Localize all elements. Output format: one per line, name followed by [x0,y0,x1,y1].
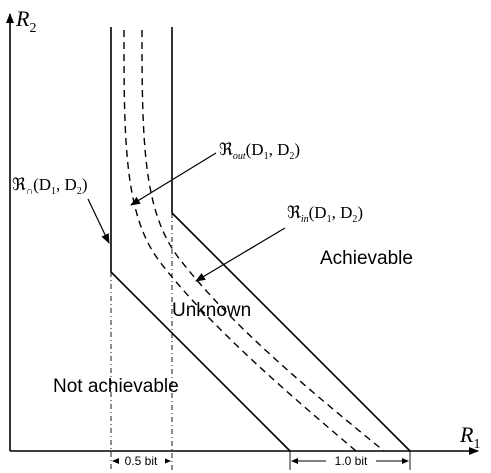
achievable-label: Achievable [320,248,413,269]
inner-bound-curve [141,29,385,452]
y-axis-label: R2 [15,6,36,36]
achievable-region-boundary [171,27,411,452]
intersection-formula: ℜ∩(D1, D2) [12,175,87,197]
outer-bound-formula: ℜout(D1, D2) [219,140,300,162]
dimension-label-small: 0.5 bit [125,454,158,468]
intersection-pointer [87,198,110,244]
x-axis-label: R1 [459,422,480,452]
not-achievable-label: Not achievable [53,376,179,397]
outer-bound-pointer [130,152,217,206]
inner-bound-formula: ℜin(D1, D2) [287,203,363,225]
inner-bound-pointer [195,227,286,282]
dimension-label-large: 1.0 bit [335,454,368,468]
unknown-label: Unknown [172,300,251,321]
